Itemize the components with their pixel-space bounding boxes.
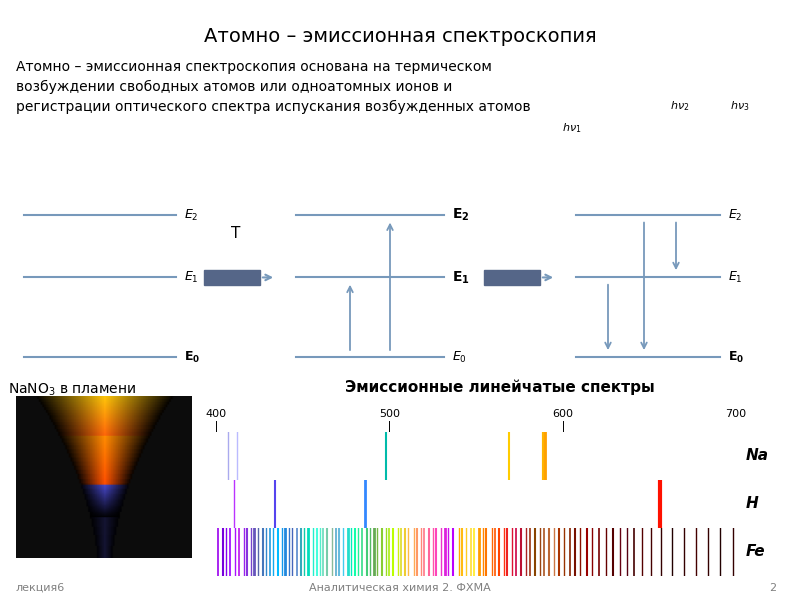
Text: $E_1$: $E_1$ [184,270,198,285]
Text: T: T [231,226,241,241]
Text: 700: 700 [726,409,746,419]
Text: $h\nu_1$: $h\nu_1$ [562,122,582,136]
Text: Fe: Fe [746,545,766,559]
Text: $\mathbf{E_0}$: $\mathbf{E_0}$ [728,350,744,365]
Text: $h\nu_2$: $h\nu_2$ [670,100,690,113]
Text: Эмиссионные линейчатые спектры: Эмиссионные линейчатые спектры [345,379,655,395]
Text: $E_2$: $E_2$ [728,208,742,223]
Text: NaNO$_3$ в пламени: NaNO$_3$ в пламени [8,382,136,398]
Text: Na: Na [746,449,769,463]
Text: $E_2$: $E_2$ [184,208,198,223]
Text: Аналитическая химия 2. ФХМА: Аналитическая химия 2. ФХМА [309,583,491,593]
Text: $E_1$: $E_1$ [728,270,742,285]
Text: $\mathbf{E_1}$: $\mathbf{E_1}$ [452,269,470,286]
Text: 600: 600 [552,409,573,419]
Text: 400: 400 [206,409,226,419]
Text: Атомно – эмиссионная спектроскопия: Атомно – эмиссионная спектроскопия [204,26,596,46]
Text: H: H [746,497,758,511]
Bar [484,269,540,285]
Bar [204,269,260,285]
Text: 2: 2 [769,583,776,593]
Text: $\mathbf{E_2}$: $\mathbf{E_2}$ [452,207,470,223]
Text: $h\nu_3$: $h\nu_3$ [730,100,750,113]
Text: $\mathbf{E_0}$: $\mathbf{E_0}$ [184,350,200,365]
Text: 500: 500 [379,409,400,419]
Text: лекция6: лекция6 [16,583,66,593]
Text: $E_0$: $E_0$ [452,350,467,365]
Text: Атомно – эмиссионная спектроскопия основана на термическом
возбуждении свободных: Атомно – эмиссионная спектроскопия основ… [16,60,530,115]
